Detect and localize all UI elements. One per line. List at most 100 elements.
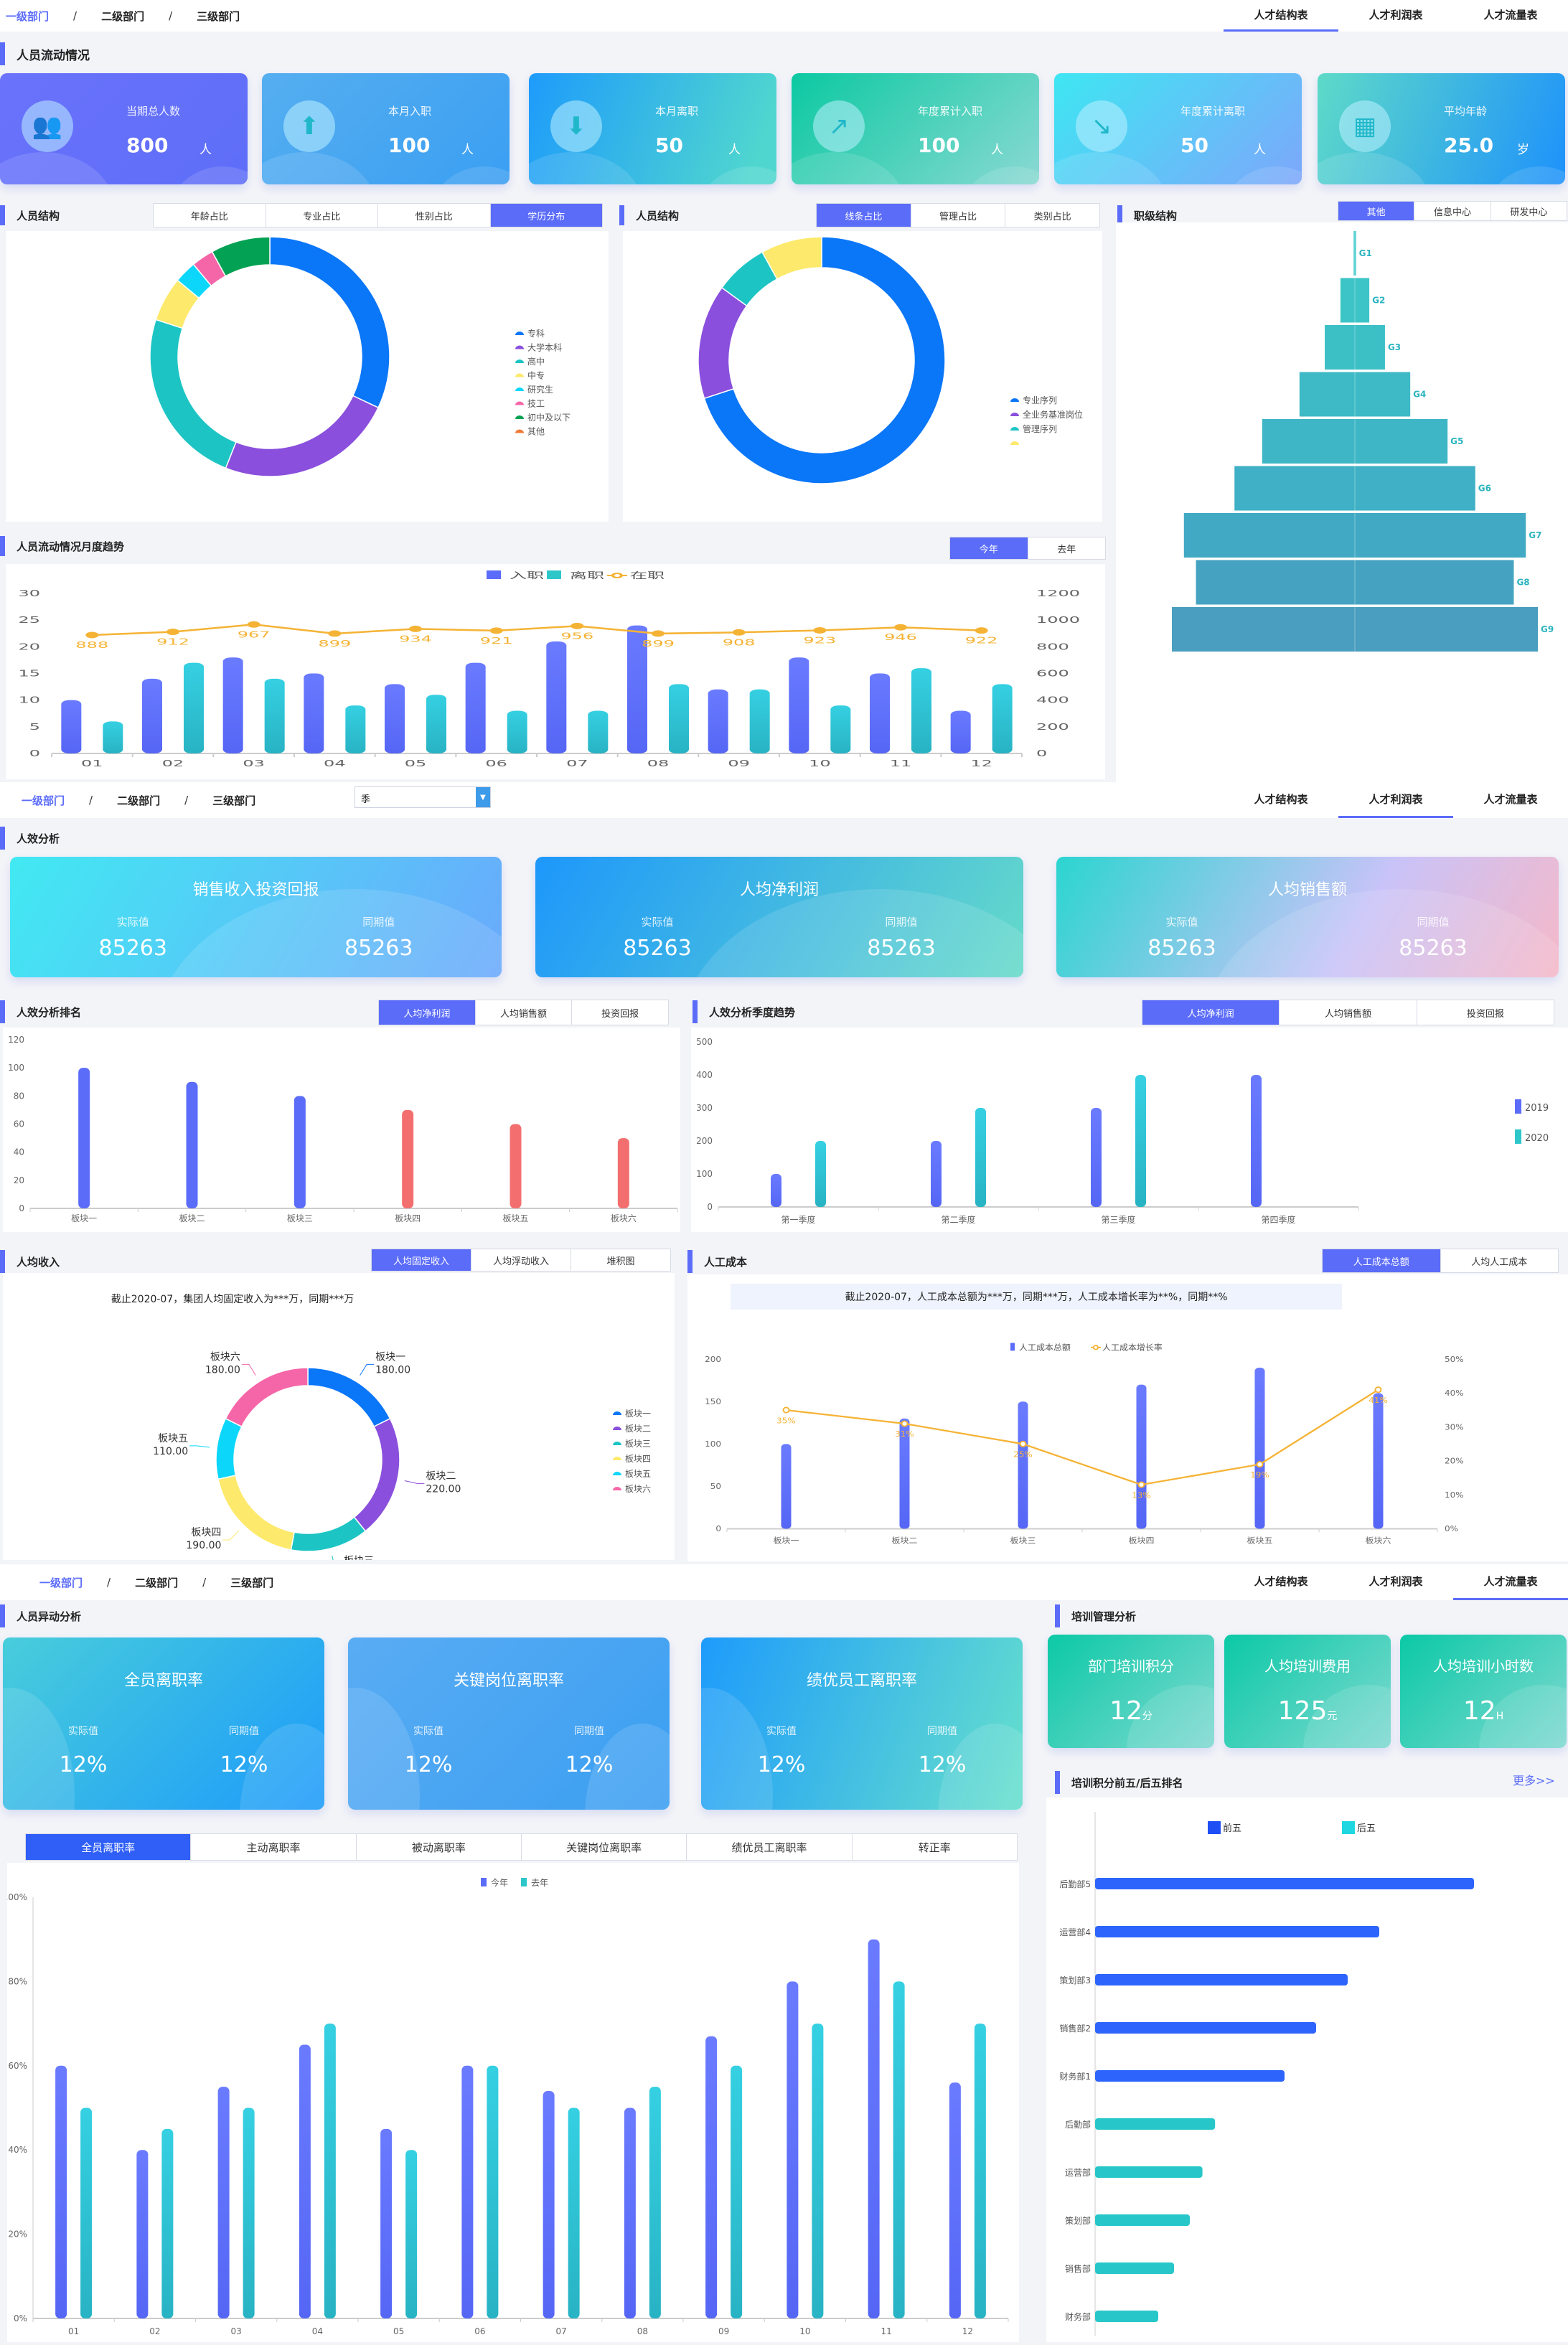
bar-销售部2[interactable] bbox=[1095, 2022, 1316, 2034]
bar-去年-06[interactable] bbox=[487, 2065, 499, 2318]
bar-去年-11[interactable] bbox=[893, 1981, 905, 2318]
bar-今年-05[interactable] bbox=[380, 2128, 393, 2318]
legend-label[interactable]: 后五 bbox=[1357, 1823, 1376, 1834]
pie-slice-6[interactable] bbox=[211, 236, 271, 277]
legend-label[interactable]: 板块四 bbox=[625, 1454, 651, 1464]
pie-slice-1[interactable] bbox=[353, 1417, 400, 1532]
bar-今年-07[interactable] bbox=[543, 2091, 555, 2318]
legend-label[interactable]: 板块二 bbox=[625, 1424, 651, 1434]
legend-label[interactable]: 高中 bbox=[527, 356, 545, 367]
rate-tab-1[interactable]: 主动离职率 bbox=[191, 1834, 357, 1860]
funnel-bar-G9[interactable] bbox=[1172, 607, 1538, 652]
line-point[interactable] bbox=[489, 627, 503, 634]
line-point[interactable] bbox=[782, 1406, 790, 1414]
income-tab-1[interactable]: 人均浮动收入 bbox=[471, 1249, 571, 1271]
legend-label[interactable]: 板块三 bbox=[625, 1439, 651, 1449]
labor-tab-0[interactable]: 人工成本总额 bbox=[1323, 1249, 1441, 1272]
breadcrumb-level1[interactable]: 一级部门 bbox=[6, 9, 50, 23]
period-select[interactable]: 季 ▼ bbox=[355, 786, 491, 808]
line-point[interactable] bbox=[166, 629, 179, 636]
bar-人工成本总额-板块一[interactable] bbox=[781, 1444, 792, 1529]
bar-去年-05[interactable] bbox=[405, 2150, 418, 2318]
line-point[interactable] bbox=[85, 631, 99, 639]
bar-去年-07[interactable] bbox=[568, 2107, 580, 2319]
bar-入职-11[interactable] bbox=[870, 673, 890, 754]
legend-marker[interactable] bbox=[547, 570, 561, 579]
bar-人效分析排名-板块二[interactable] bbox=[186, 1081, 198, 1208]
eff-ranking-tab-2[interactable]: 投资回报 bbox=[601, 1008, 639, 1020]
legend-marker[interactable] bbox=[515, 401, 524, 405]
income-tab-2[interactable]: 堆积图 bbox=[606, 1256, 635, 1267]
bar-入职-07[interactable] bbox=[546, 641, 567, 753]
legend-label[interactable]: 2020 bbox=[1525, 1133, 1549, 1144]
pie-slice-3[interactable] bbox=[761, 236, 822, 280]
bar-去年-08[interactable] bbox=[649, 2087, 661, 2318]
bar-人工成本总额-板块三[interactable] bbox=[1018, 1401, 1028, 1529]
legend-marker[interactable] bbox=[481, 1878, 487, 1886]
bar-财务部1[interactable] bbox=[1095, 2070, 1285, 2082]
legend-label[interactable]: 板块六 bbox=[625, 1484, 651, 1494]
breadcrumb3-level2[interactable]: 二级部门 bbox=[135, 1576, 179, 1589]
bar-去年-09[interactable] bbox=[731, 2065, 743, 2318]
legend-label[interactable]: 离职 bbox=[570, 570, 604, 581]
bar-离职-05[interactable] bbox=[426, 695, 446, 753]
bar-今年-12[interactable] bbox=[949, 2082, 961, 2318]
funnel-bar-G8[interactable] bbox=[1196, 560, 1514, 605]
bar-离职-06[interactable] bbox=[507, 710, 527, 753]
rate-tab-5[interactable]: 转正率 bbox=[918, 1841, 951, 1854]
legend-label[interactable]: 中专 bbox=[527, 370, 545, 381]
legend-label[interactable]: 全业务基准岗位 bbox=[1023, 409, 1083, 420]
breadcrumb3-level3[interactable]: 三级部门 bbox=[230, 1576, 274, 1589]
pie-slice-1[interactable] bbox=[698, 286, 748, 400]
line-point[interactable] bbox=[1019, 1440, 1027, 1447]
legend-marker[interactable] bbox=[613, 1427, 621, 1430]
bar-策划部[interactable] bbox=[1095, 2214, 1190, 2226]
bar-今年-04[interactable] bbox=[299, 2044, 311, 2318]
bar-入职-04[interactable] bbox=[304, 673, 324, 754]
pie-slice-2[interactable] bbox=[290, 1516, 367, 1552]
bar-入职-06[interactable] bbox=[465, 662, 486, 753]
bar-今年-01[interactable] bbox=[55, 2065, 67, 2318]
line-point[interactable] bbox=[409, 625, 422, 632]
legend-label[interactable]: 初中及以下 bbox=[527, 412, 571, 423]
tab3-profit-report[interactable]: 人才利润表 bbox=[1369, 1575, 1423, 1588]
line-point[interactable] bbox=[247, 621, 260, 628]
legend-marker[interactable] bbox=[1342, 1821, 1355, 1834]
labor-tab-1[interactable]: 人均人工成本 bbox=[1471, 1256, 1528, 1268]
bar-2019-第三季度[interactable] bbox=[1091, 1108, 1102, 1207]
legend-label[interactable]: 技工 bbox=[527, 399, 545, 409]
legend-marker[interactable] bbox=[1208, 1821, 1221, 1834]
bar-入职-01[interactable] bbox=[61, 700, 82, 753]
legend-label[interactable]: 入职 bbox=[510, 570, 544, 581]
rank-tab-1[interactable]: 信息中心 bbox=[1414, 202, 1491, 220]
legend-marker[interactable] bbox=[613, 1472, 621, 1475]
legend-label[interactable]: 在职 bbox=[630, 570, 665, 581]
quarterly-tab-1[interactable]: 人均销售额 bbox=[1280, 1000, 1417, 1025]
legend-marker[interactable] bbox=[1010, 413, 1019, 416]
breadcrumb-level3[interactable]: 三级部门 bbox=[197, 9, 240, 23]
bar-今年-09[interactable] bbox=[705, 2036, 718, 2318]
tab-profit-report[interactable]: 人才利润表 bbox=[1369, 9, 1423, 22]
bar-入职-03[interactable] bbox=[222, 657, 243, 753]
pie-slice-1[interactable] bbox=[225, 395, 380, 477]
breadcrumb2-level2[interactable]: 二级部门 bbox=[117, 794, 161, 807]
breadcrumb2-level3[interactable]: 三级部门 bbox=[212, 794, 256, 807]
bar-人效分析排名-板块五[interactable] bbox=[510, 1124, 522, 1209]
bar-财务部[interactable] bbox=[1095, 2311, 1158, 2322]
legend-label[interactable]: 前五 bbox=[1223, 1823, 1241, 1834]
tab3-flow-report[interactable]: 人才流量表 bbox=[1453, 1564, 1568, 1600]
legend-marker[interactable] bbox=[1093, 1345, 1099, 1350]
bar-离职-09[interactable] bbox=[749, 689, 770, 753]
structure-b-tab-1[interactable]: 管理占比 bbox=[911, 204, 1006, 227]
line-point[interactable] bbox=[901, 1420, 909, 1427]
line-point[interactable] bbox=[1137, 1481, 1145, 1488]
bar-离职-04[interactable] bbox=[345, 705, 366, 753]
bar-策划部3[interactable] bbox=[1095, 1974, 1348, 1986]
legend-label[interactable]: 今年 bbox=[491, 1877, 508, 1888]
funnel-bar-G6[interactable] bbox=[1234, 466, 1475, 511]
line-point[interactable] bbox=[1256, 1461, 1264, 1468]
breadcrumb-level2[interactable]: 二级部门 bbox=[101, 9, 145, 23]
bar-运营部4[interactable] bbox=[1095, 1926, 1379, 1937]
tab-structure-report[interactable]: 人才结构表 bbox=[1224, 0, 1338, 32]
bar-今年-03[interactable] bbox=[217, 2087, 230, 2318]
